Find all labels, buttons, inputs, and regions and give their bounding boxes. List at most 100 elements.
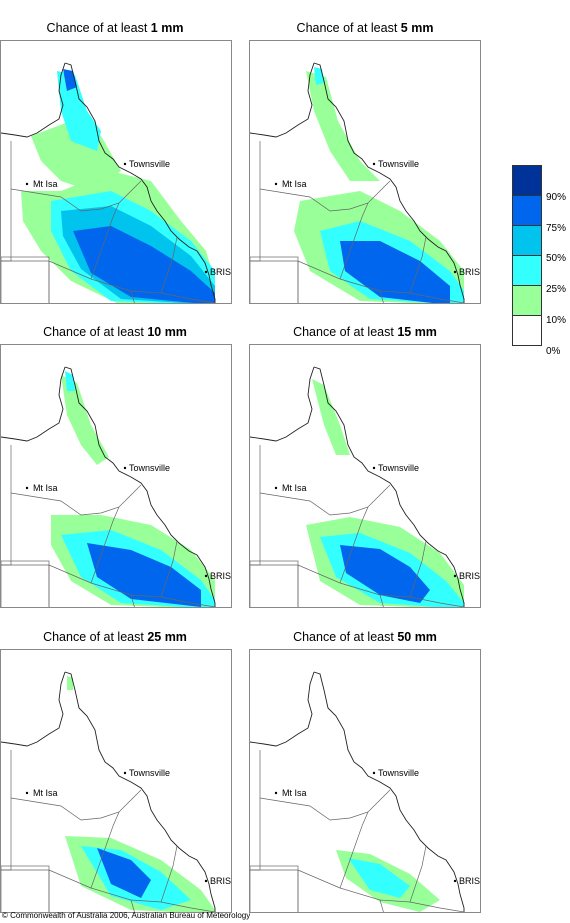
- district-boundary: [1, 750, 12, 871]
- district-boundary: [160, 845, 178, 903]
- rainfall-probability-region: [97, 848, 151, 898]
- rainfall-probability-region: [87, 543, 201, 607]
- district-boundary: [250, 141, 261, 262]
- place-label-townsville: Townsville: [378, 463, 419, 473]
- coastline: [1, 62, 66, 138]
- panel-title-25mm: Chance of at least 25 mm: [43, 630, 187, 644]
- district-boundary: [379, 290, 384, 303]
- place-marker-bris: [453, 270, 457, 274]
- place-label-bris: BRIS: [210, 876, 231, 886]
- queensland-map-svg: Townsville Mt Isa BRIS: [1, 671, 231, 912]
- rainfall-map-10mm: Townsville Mt Isa BRIS: [0, 344, 232, 608]
- state-border: [1, 865, 50, 912]
- place-label-mtisa: Mt Isa: [33, 483, 58, 493]
- queensland-map-svg: Townsville Mt Isa BRIS: [250, 366, 480, 607]
- place-label-mtisa: Mt Isa: [282, 483, 307, 493]
- district-boundary: [90, 202, 120, 280]
- rainfall-probability-region: [306, 71, 380, 181]
- district-boundary: [160, 540, 178, 598]
- coastline: [250, 366, 315, 442]
- district-boundary: [339, 506, 369, 584]
- district-boundary: [379, 594, 384, 607]
- district-boundary: [339, 811, 369, 889]
- queensland-map-svg: Townsville Mt Isa BRIS: [1, 62, 231, 303]
- rainfall-probability-region: [57, 71, 101, 151]
- panel-title-50mm: Chance of at least 50 mm: [293, 630, 437, 644]
- place-label-bris: BRIS: [459, 267, 480, 277]
- place-label-mtisa: Mt Isa: [282, 179, 307, 189]
- district-boundary: [409, 540, 427, 598]
- coastline: [1, 671, 66, 747]
- district-boundary: [259, 180, 391, 212]
- legend-label-10: 10%: [546, 315, 567, 326]
- district-boundary: [1, 445, 12, 566]
- place-marker-mtisa: [25, 182, 29, 186]
- probability-legend: 90% 75% 50% 25% 10% 0%: [512, 165, 566, 357]
- place-marker-mtisa: [274, 182, 278, 186]
- state-border: [1, 560, 50, 607]
- district-boundary: [130, 290, 135, 303]
- rainfall-probability-region: [348, 858, 410, 898]
- legend-label-90: 90%: [546, 192, 567, 203]
- rainfall-probability-region: [340, 545, 430, 603]
- place-marker-bris: [453, 574, 457, 578]
- place-marker-townsville: [372, 162, 376, 166]
- queensland-map-svg: Townsville Mt Isa BRIS: [1, 366, 231, 607]
- legend-swatch-25: [512, 255, 542, 286]
- place-marker-townsville: [123, 771, 127, 775]
- district-boundary: [250, 445, 261, 566]
- place-marker-bris: [204, 879, 208, 883]
- place-label-bris: BRIS: [210, 571, 231, 581]
- rainfall-probability-region: [67, 676, 73, 690]
- district-boundary: [90, 811, 120, 889]
- place-label-townsville: Townsville: [378, 768, 419, 778]
- legend-swatch-50: [512, 225, 542, 256]
- coastline: [64, 671, 216, 912]
- place-label-bris: BRIS: [459, 571, 480, 581]
- district-boundary: [10, 789, 142, 821]
- district-boundary: [259, 484, 391, 516]
- rainfall-map-15mm: Townsville Mt Isa BRIS: [249, 344, 481, 608]
- place-marker-townsville: [123, 466, 127, 470]
- legend-label-75: 75%: [546, 223, 567, 234]
- place-marker-mtisa: [25, 791, 29, 795]
- place-marker-townsville: [372, 771, 376, 775]
- district-boundary: [130, 899, 135, 912]
- district-boundary: [130, 594, 135, 607]
- coastline: [250, 671, 315, 747]
- place-label-mtisa: Mt Isa: [33, 788, 58, 798]
- coastline: [313, 366, 465, 607]
- place-marker-mtisa: [274, 486, 278, 490]
- state-border: [250, 560, 299, 607]
- place-label-mtisa: Mt Isa: [33, 179, 58, 189]
- legend-swatch-90: [512, 165, 542, 196]
- district-boundary: [259, 789, 391, 821]
- place-label-bris: BRIS: [210, 267, 231, 277]
- district-boundary: [10, 484, 142, 516]
- place-marker-bris: [204, 270, 208, 274]
- coastline: [64, 62, 216, 303]
- place-marker-mtisa: [274, 791, 278, 795]
- panel-title-10mm: Chance of at least 10 mm: [43, 325, 187, 339]
- panel-title-15mm: Chance of at least 15 mm: [293, 325, 437, 339]
- place-label-townsville: Townsville: [129, 768, 170, 778]
- place-marker-townsville: [123, 162, 127, 166]
- district-boundary: [379, 899, 384, 912]
- legend-swatch-10: [512, 285, 542, 316]
- legend-swatch-75: [512, 195, 542, 226]
- state-border: [250, 865, 299, 912]
- place-marker-bris: [204, 574, 208, 578]
- rainfall-probability-region: [312, 379, 350, 455]
- district-boundary: [1, 141, 12, 262]
- place-label-mtisa: Mt Isa: [282, 788, 307, 798]
- panel-title-5mm: Chance of at least 5 mm: [296, 21, 434, 35]
- copyright-notice: © Commonwealth of Australia 2006, Austra…: [2, 911, 251, 920]
- district-boundary: [339, 202, 369, 280]
- queensland-map-svg: Townsville Mt Isa BRIS: [250, 62, 480, 303]
- queensland-map-svg: Townsville Mt Isa BRIS: [250, 671, 480, 912]
- rainfall-probability-region: [61, 375, 109, 465]
- place-label-townsville: Townsville: [129, 159, 170, 169]
- place-label-townsville: Townsville: [129, 463, 170, 473]
- legend-label-0: 0%: [546, 346, 561, 357]
- rainfall-map-50mm: Townsville Mt Isa BRIS: [249, 649, 481, 913]
